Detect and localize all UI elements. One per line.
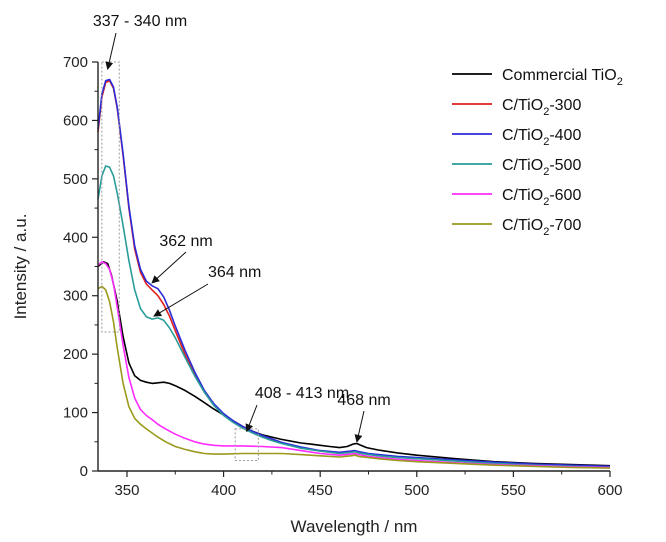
annotation-label: 337 - 340 nm [93, 13, 187, 30]
annotation-label: 362 nm [159, 233, 212, 250]
y-tick-label: 700 [63, 54, 88, 71]
annotation-arrow [354, 410, 365, 443]
x-tick-label: 400 [211, 482, 236, 499]
annotation-label: 364 nm [208, 264, 261, 281]
series-layer [97, 78, 611, 469]
y-tick-label: 200 [63, 346, 88, 363]
y-tick-label: 300 [63, 288, 88, 305]
x-tick-label: 600 [597, 482, 622, 499]
legend-label-3: C/TiO2-400 [502, 127, 581, 148]
series-line-6 [97, 285, 611, 469]
x-axis-title: Wavelength / nm [291, 517, 418, 536]
annotation-label: 468 nm [337, 392, 390, 409]
series-line-4 [97, 165, 611, 469]
series-line-5 [97, 261, 611, 469]
y-tick-label: 600 [63, 112, 88, 129]
series-line-3 [97, 78, 611, 468]
x-tick-label: 350 [114, 482, 139, 499]
legend-label-1: Commercial TiO2 [502, 67, 623, 88]
legend-label-6: C/TiO2-700 [502, 217, 581, 238]
legend: Commercial TiO2 C/TiO2-300 C/TiO2-400 C/TiO… [452, 67, 623, 238]
y-tick-label: 100 [63, 405, 88, 422]
y-tick-label: 500 [63, 171, 88, 188]
highlight-boxes [101, 61, 259, 461]
series-line-1 [97, 261, 611, 467]
legend-label-4: C/TiO2-500 [502, 157, 581, 178]
axes: 350 400 450 500 550 600 0 100 200 300 400 500 600 700 [63, 54, 623, 499]
x-tick-label: 450 [308, 482, 333, 499]
x-tick-label: 550 [501, 482, 526, 499]
y-tick-label: 400 [63, 229, 88, 246]
annotation-arrow [153, 283, 209, 317]
annotation-arrow [151, 251, 187, 284]
annotation-label: 408 - 413 nm [255, 385, 349, 402]
annotation-arrow [245, 404, 258, 433]
legend-label-5: C/TiO2-600 [502, 187, 581, 208]
legend-label-2: C/TiO2-300 [502, 97, 581, 118]
annotations: 337 - 340 nm 362 nm 364 nm 408 - 413 nm468 … [93, 13, 391, 443]
y-tick-label: 0 [80, 463, 88, 480]
x-tick-label: 500 [404, 482, 429, 499]
highlight-box-2 [234, 428, 259, 461]
annotation-arrow [105, 32, 117, 70]
y-axis-title: Intensity / a.u. [11, 214, 30, 320]
